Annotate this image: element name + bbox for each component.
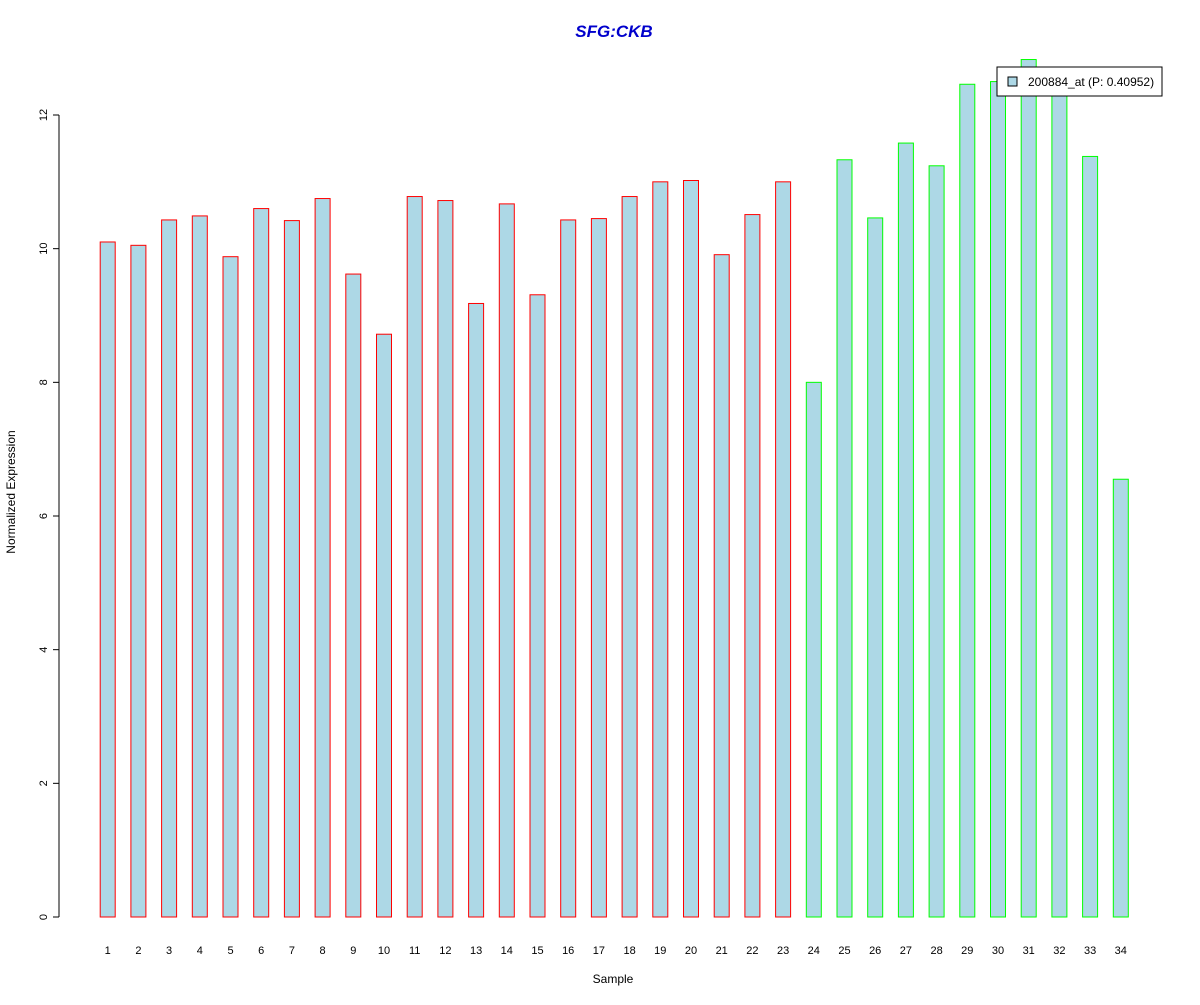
- x-tick-label: 14: [501, 945, 513, 957]
- bar: [1112, 478, 1129, 918]
- x-tick-label: 9: [350, 945, 356, 957]
- x-tick-label: 26: [869, 945, 881, 957]
- bar: [406, 196, 423, 918]
- bar: [713, 254, 730, 918]
- x-tick-label: 30: [992, 945, 1004, 957]
- bar: [498, 203, 515, 918]
- bar: [775, 181, 792, 918]
- y-axis-title: Normalized Expression: [4, 430, 18, 553]
- x-tick-label: 13: [470, 945, 482, 957]
- legend-label: 200884_at (P: 0.40952): [1028, 75, 1154, 89]
- x-tick-label: 4: [197, 945, 203, 957]
- x-tick-label: 15: [531, 945, 543, 957]
- x-tick-label: 34: [1115, 945, 1127, 957]
- x-axis-title: Sample: [593, 972, 634, 986]
- y-tick-label: 10: [38, 243, 50, 255]
- x-tick-label: 25: [838, 945, 850, 957]
- x-tick-label: 33: [1084, 945, 1096, 957]
- x-tick-label: 27: [900, 945, 912, 957]
- x-tick-label: 11: [409, 945, 420, 957]
- bar: [529, 294, 546, 918]
- bar: [836, 159, 853, 918]
- bar: [345, 273, 362, 918]
- x-tick-label: 12: [439, 945, 451, 957]
- x-tick-label: 17: [593, 945, 605, 957]
- bars: [99, 59, 1129, 918]
- x-tick-label: 18: [623, 945, 635, 957]
- bar: [867, 217, 884, 918]
- bar: [1051, 87, 1068, 918]
- x-tick-label: 19: [654, 945, 666, 957]
- y-axis: 0 2 4 6 8 10 12: [38, 109, 60, 920]
- y-tick-label: 8: [38, 379, 50, 385]
- y-tick-label: 12: [38, 109, 50, 121]
- x-tick-label: 7: [289, 945, 295, 957]
- x-tick-label: 23: [777, 945, 789, 957]
- bar: [253, 208, 270, 918]
- x-tick-label: 6: [258, 945, 264, 957]
- x-tick-label: 2: [135, 945, 141, 957]
- bar: [161, 219, 178, 918]
- bar: [1082, 155, 1099, 918]
- x-tick-label: 29: [961, 945, 973, 957]
- x-tick-label: 20: [685, 945, 697, 957]
- x-tick-label: 8: [320, 945, 326, 957]
- chart-title: SFG:CKB: [575, 22, 652, 41]
- bar: [376, 333, 392, 918]
- x-tick-label: 22: [746, 945, 758, 957]
- legend-box: [996, 66, 1163, 97]
- bar: [283, 220, 300, 918]
- bar: [805, 381, 822, 918]
- x-tick-labels: 1 2 3 4 5 6 7 8 9 10 11 12 13 14 15 16 17 18 19 20 21 22 23 24 2…: [105, 945, 1127, 957]
- bar: [99, 241, 116, 918]
- y-tick-label: 2: [38, 780, 50, 786]
- bar: [683, 180, 699, 918]
- y-tick-label: 0: [38, 914, 50, 920]
- x-tick-label: 16: [562, 945, 574, 957]
- x-tick-label: 21: [716, 945, 728, 957]
- legend: 200884_at (P: 0.40952): [996, 66, 1163, 97]
- bar: [990, 81, 1006, 918]
- bar: [744, 214, 761, 918]
- bar: [1020, 59, 1037, 918]
- y-tick-label: 6: [38, 513, 50, 519]
- bar: [590, 218, 607, 918]
- bar: [191, 215, 208, 918]
- bar: [621, 196, 638, 918]
- x-tick-label: 10: [378, 945, 390, 957]
- x-tick-label: 28: [930, 945, 942, 957]
- x-tick-label: 24: [808, 945, 820, 957]
- bar: [928, 165, 945, 918]
- x-tick-label: 1: [105, 945, 111, 957]
- x-tick-label: 32: [1053, 945, 1065, 957]
- bar: [222, 256, 239, 918]
- bar: [130, 244, 147, 918]
- x-tick-label: 3: [166, 945, 172, 957]
- bar: [468, 302, 485, 918]
- bar: [959, 83, 976, 918]
- x-tick-label: 5: [227, 945, 233, 957]
- legend-swatch: [1007, 76, 1018, 87]
- bar: [437, 200, 454, 918]
- bar: [560, 219, 577, 918]
- bar: [652, 181, 669, 918]
- y-tick-label: 4: [38, 647, 50, 653]
- bar: [314, 198, 331, 918]
- bar: [897, 142, 914, 918]
- x-tick-label: 31: [1023, 945, 1035, 957]
